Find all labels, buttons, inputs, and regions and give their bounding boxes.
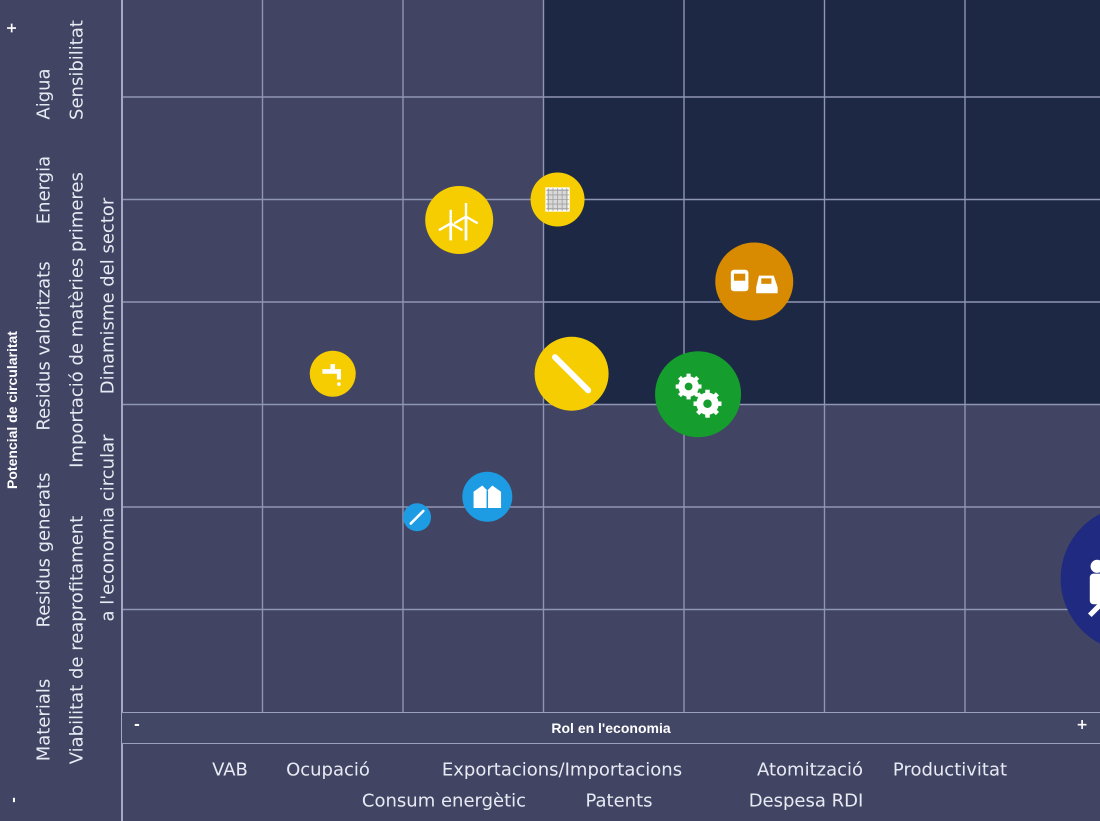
x-criterion: Despesa RDI [748,790,864,812]
wind-turbine-icon [438,203,479,241]
needle-icon [409,509,425,525]
bubble-point [715,242,794,321]
y-criterion: Importació de matèries primeres [66,172,88,468]
x-criterion: Consum energètic [361,790,527,812]
y-criterion: Energia [33,155,55,225]
y-axis-title: Potencial de circularitat [4,331,20,489]
bubble-point [462,471,513,522]
x-criterion: VAB [212,759,248,781]
tools-icon [551,354,592,394]
x-criterion: Patents [585,790,653,812]
x-axis-bar: - Rol en l'economia + [122,712,1100,744]
y-axis-max-sign: + [4,22,20,34]
y-criterion: a l'economia circular [97,434,119,622]
y-criterion: Residus generats [33,472,55,628]
y-criterion: Viabilitat de reaprofitament [66,515,88,765]
bubble-point [425,186,494,254]
y-criterion: Aigua [33,68,55,120]
mesh-icon [545,187,570,212]
y-criterion: Sensibilitat [66,20,88,120]
grid-lines [122,0,1100,712]
bubble-point [530,172,585,227]
x-criterion: Ocupació [286,759,370,781]
faucet-icon [322,364,342,386]
y-criterion: Materials [33,678,55,762]
bubble-point [534,336,609,411]
x-axis-title: Rol en l'economia [551,720,671,736]
x-axis-max-sign: + [1076,717,1088,733]
bubble-point [655,351,742,438]
gears-icon [675,373,722,418]
transport-icon [730,269,778,294]
x-criterion: Atomització [756,759,864,781]
y-criterion: Dinamisme del sector [97,197,119,395]
jacket-icon [473,485,502,508]
x-axis-min-sign: - [134,717,140,733]
x-criterion: Productivitat [892,759,1008,781]
high-potential-quadrant [543,0,1100,405]
bubble-point [403,503,432,532]
y-axis-min-sign: - [6,797,22,803]
bubble-point [309,350,356,397]
bubble-point [1060,513,1100,644]
bubble-series [309,172,1100,644]
x-criterion: Exportacions/Importacions [441,759,683,781]
community-icon [1087,559,1100,618]
y-criterion: Residus valoritzats [33,261,55,431]
